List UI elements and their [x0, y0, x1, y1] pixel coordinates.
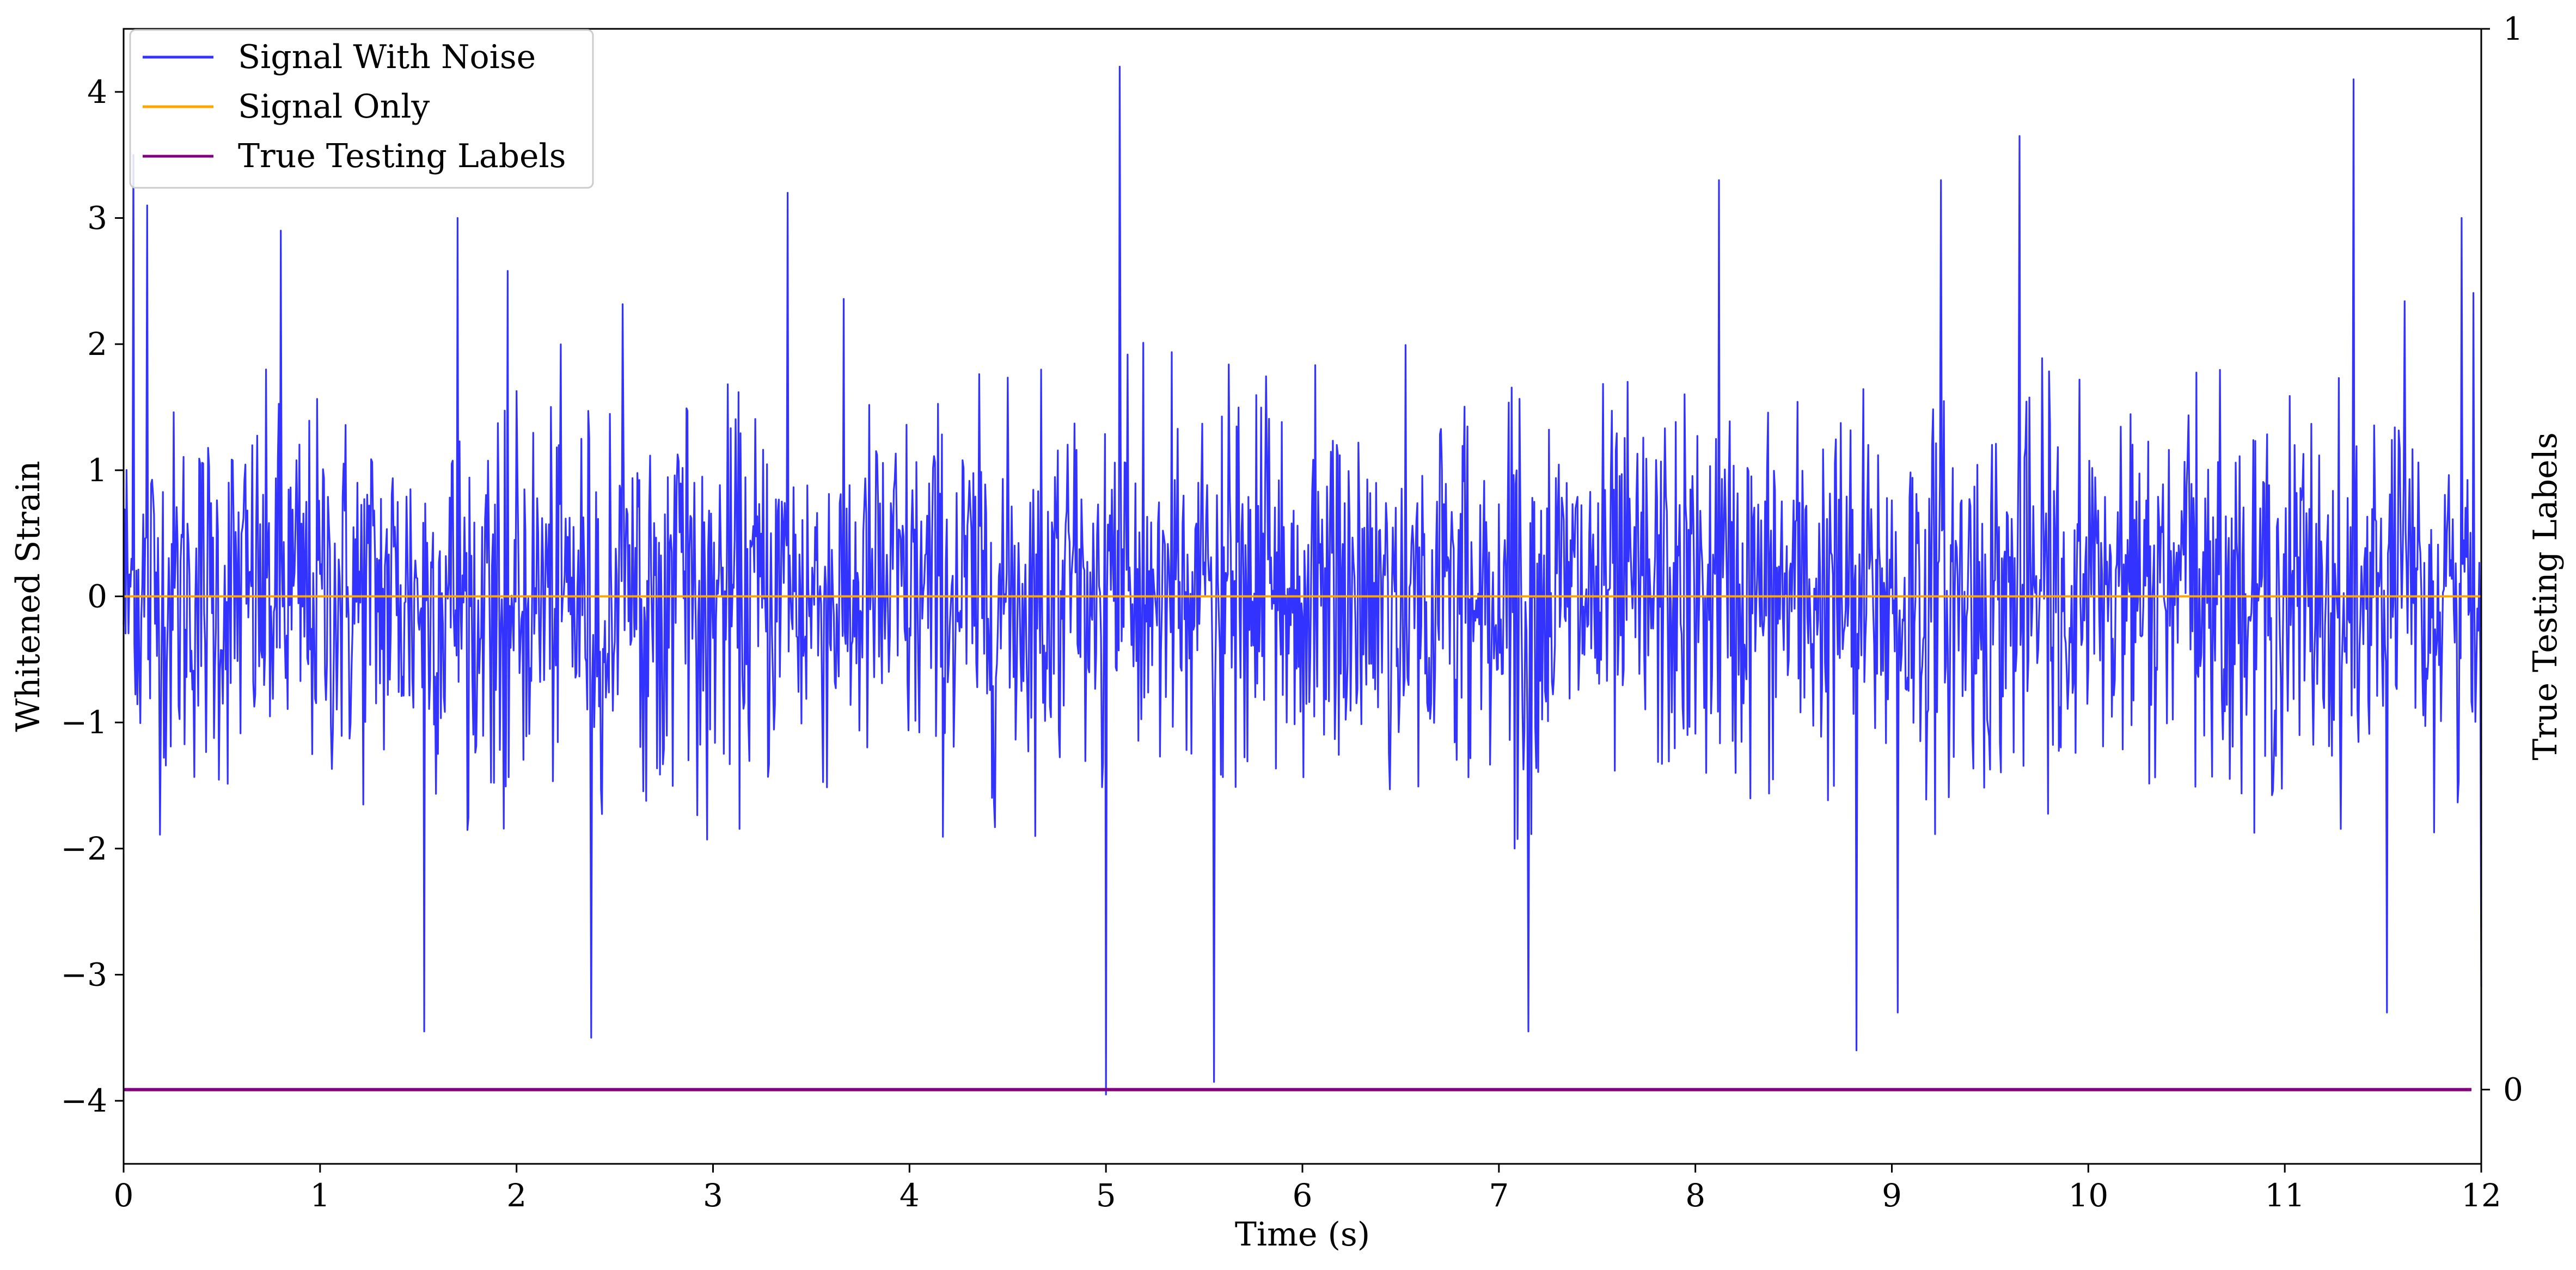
y-tick-label: −1 — [61, 704, 108, 741]
reference-lines — [124, 595, 2481, 1091]
y-axis-label: Whitened Strain — [9, 461, 47, 732]
signal-with-noise-series — [123, 65, 2482, 1096]
y-tick-label: −3 — [61, 956, 108, 993]
x-tick-label: 3 — [703, 1177, 723, 1214]
x-tick-label: 4 — [900, 1177, 920, 1214]
y2-axis-label: True Testing Labels — [2526, 432, 2565, 760]
y-tick-label: 0 — [87, 578, 107, 615]
x-tick-label: 9 — [1882, 1177, 1902, 1214]
y-tick-label: 1 — [87, 452, 107, 489]
x-tick-label: 11 — [2265, 1177, 2305, 1214]
axis-labels: Time (s) Whitened Strain True Testing La… — [9, 432, 2565, 1254]
y-tick-label: −2 — [61, 830, 108, 867]
legend-label-true-testing-labels: True Testing Labels — [238, 137, 566, 175]
y-tick-label: −4 — [61, 1082, 108, 1119]
y-tick-label: 2 — [87, 326, 107, 363]
x-tick-label: 6 — [1293, 1177, 1313, 1214]
x-tick-label: 5 — [1096, 1177, 1116, 1214]
x-tick-label: 10 — [2068, 1177, 2108, 1214]
x-axis-label: Time (s) — [1235, 1216, 1370, 1254]
y2-tick-label: 0 — [2503, 1071, 2523, 1108]
x-tick-label: 2 — [506, 1177, 527, 1214]
x-tick-label: 12 — [2461, 1177, 2501, 1214]
y-tick-label: 3 — [87, 200, 107, 237]
y-tick-label: 4 — [87, 73, 107, 111]
x-tick-label: 8 — [1685, 1177, 1705, 1214]
legend: Signal With Noise Signal Only True Testi… — [129, 29, 594, 189]
legend-label-signal-only: Signal Only — [238, 88, 430, 126]
legend-label-signal-with-noise: Signal With Noise — [238, 38, 536, 76]
x-tick-label: 7 — [1489, 1177, 1509, 1214]
legend-box — [129, 29, 594, 189]
series-line-signal-with-noise — [123, 65, 2482, 1096]
x-tick-label: 1 — [310, 1177, 330, 1214]
y2-tick-label: 1 — [2503, 10, 2523, 47]
x-tick-label: 0 — [114, 1177, 134, 1214]
